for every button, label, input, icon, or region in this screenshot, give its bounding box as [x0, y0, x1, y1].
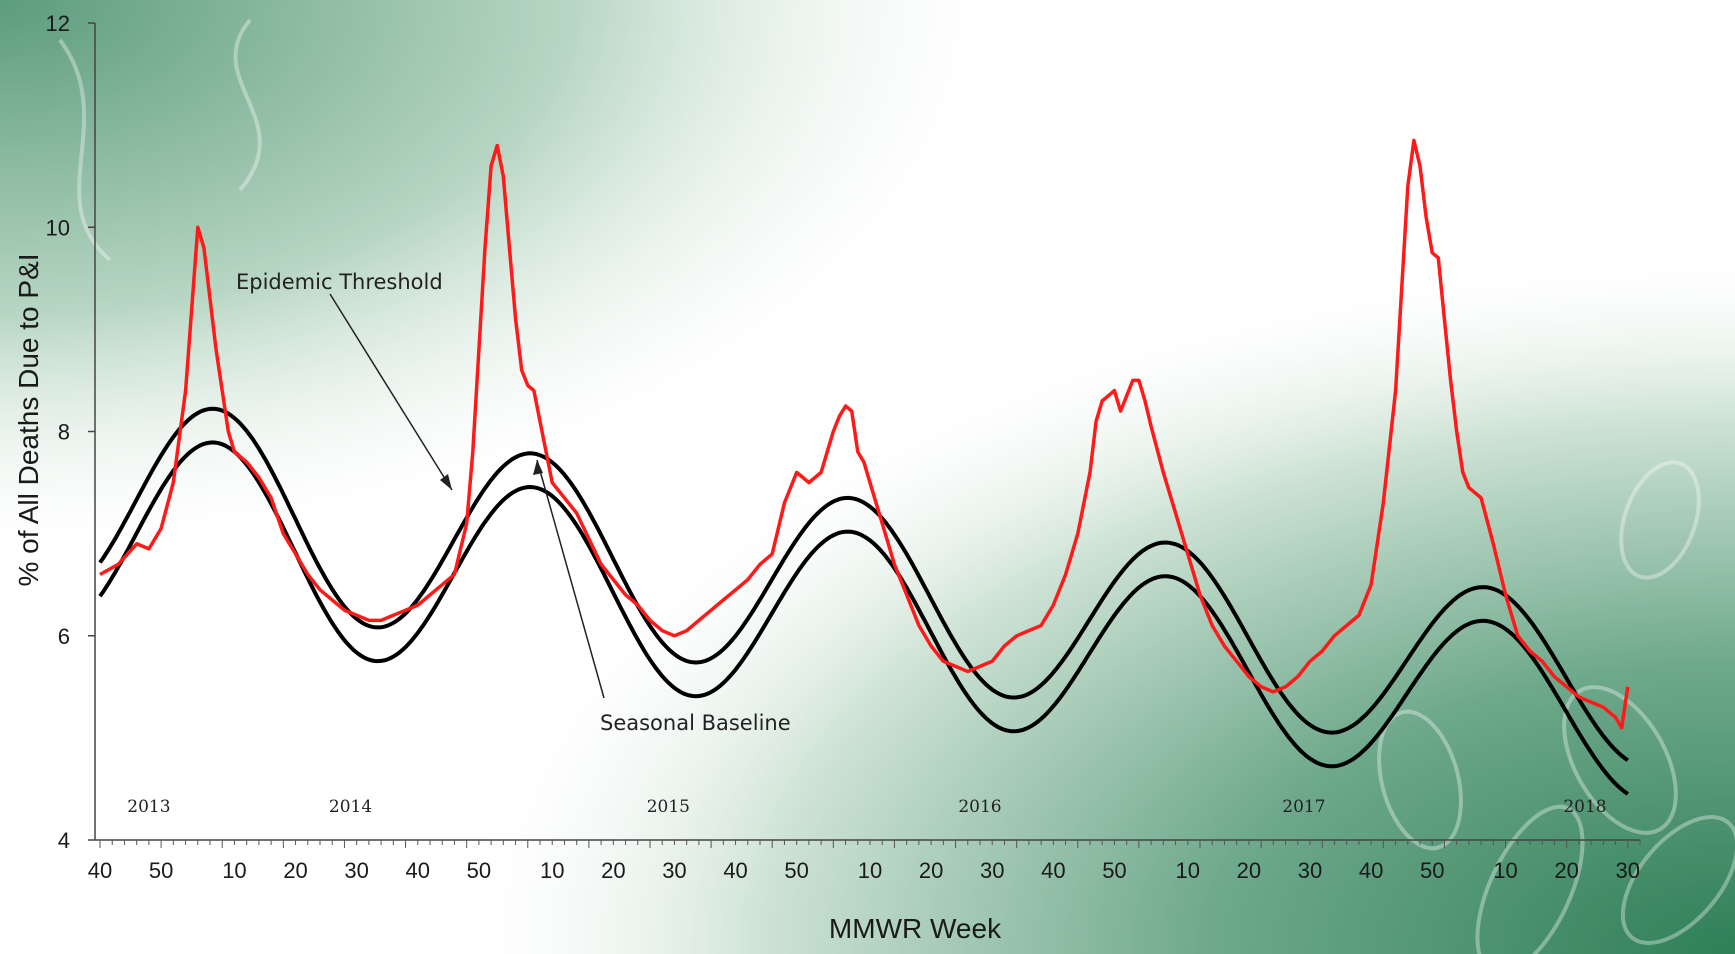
epidemic-threshold-line [98, 406, 1629, 762]
x-tick-label: 10 [1176, 858, 1200, 883]
x-tick-label: 10 [540, 858, 564, 883]
x-tick-label: 20 [1554, 858, 1578, 883]
x-tick-label: 40 [88, 858, 112, 883]
seasonal-baseline-line [98, 440, 1629, 796]
epidemic-threshold-annotation: Epidemic Threshold [236, 270, 443, 294]
x-tick-label: 50 [149, 858, 173, 883]
x-tick-label: 20 [1237, 858, 1261, 883]
x-tick-label: 40 [1041, 858, 1065, 883]
y-tick-label: 10 [46, 215, 70, 240]
labels: 2013 2014 2015 2016 2017 2018 MMWR Week % of Al… [13, 253, 1607, 944]
year-label: 2015 [647, 797, 690, 817]
x-tick-label: 50 [1102, 858, 1126, 883]
y-tick-label: 8 [58, 420, 70, 445]
x-tick-label: 10 [222, 858, 246, 883]
axes: 4 6 8 10 12 40 50 10 20 30 40 50 10 20 30 40 50 10 20 30 40 5… [46, 11, 1641, 883]
x-tick-label: 40 [1359, 858, 1383, 883]
x-tick-label: 30 [1616, 858, 1640, 883]
x-axis-title: MMWR Week [829, 913, 1002, 944]
x-tick-label: 20 [601, 858, 625, 883]
x-tick-label: 50 [784, 858, 808, 883]
epidemic-threshold-arrow [329, 293, 453, 491]
observed-pi-line [99, 138, 1630, 730]
x-tick-label: 50 [1420, 858, 1444, 883]
x-tick-label: 30 [1298, 858, 1322, 883]
y-tick-label: 4 [58, 828, 70, 853]
seasonal-baseline-annotation: Seasonal Baseline [600, 711, 791, 735]
x-tick-label: 30 [662, 858, 686, 883]
x-tick-label: 50 [467, 858, 491, 883]
year-label: 2016 [958, 797, 1001, 817]
x-tick-label: 20 [283, 858, 307, 883]
year-label: 2014 [329, 797, 372, 817]
x-tick-label: 20 [919, 858, 943, 883]
x-tick-label: 40 [406, 858, 430, 883]
x-tick-label: 40 [723, 858, 747, 883]
seasonal-baseline-arrowhead [533, 460, 543, 475]
x-tick-label: 10 [1493, 858, 1517, 883]
seasonal-baseline-arrow [536, 459, 605, 699]
year-label: 2018 [1563, 797, 1606, 817]
x-tick-label: 10 [858, 858, 882, 883]
year-label: 2013 [127, 797, 170, 817]
x-tick-label: 30 [344, 858, 368, 883]
y-axis-title: % of All Deaths Due to P&I [13, 253, 44, 586]
y-tick-label: 6 [58, 624, 70, 649]
y-tick-label: 12 [46, 11, 70, 36]
curves [98, 138, 1630, 796]
year-label: 2017 [1282, 797, 1325, 817]
x-tick-label: 30 [980, 858, 1004, 883]
epidemic-threshold-arrowhead [440, 474, 452, 490]
